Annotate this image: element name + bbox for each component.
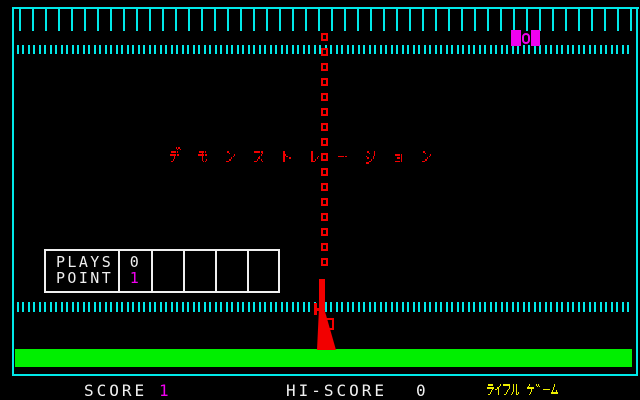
rifle-sight-arm <box>316 308 320 311</box>
ceiling-fringe <box>14 9 636 31</box>
hiscore-label: HI-SCORE <box>286 381 388 400</box>
playfield-border-left <box>12 7 14 376</box>
plays-label: PLAYS <box>56 253 114 271</box>
point-value: 1 <box>129 269 142 287</box>
plays-value: 0 <box>129 253 142 271</box>
playfield-border-right <box>636 7 638 376</box>
score-panel-empty-cell <box>215 251 247 291</box>
score-panel-labels: PLAYS POINT <box>46 251 118 291</box>
score-label: SCORE <box>84 381 148 400</box>
target-right-block <box>530 30 540 46</box>
rifle-sight <box>314 303 317 315</box>
target-left-block <box>511 30 521 46</box>
score-value: 1 <box>159 381 172 400</box>
playfield-border-top <box>12 7 639 9</box>
hiscore-value: 0 <box>416 381 429 400</box>
score-panel-empty-cell <box>183 251 215 291</box>
score-panel-empty-cell <box>247 251 278 291</box>
point-label: POINT <box>56 269 114 287</box>
ground-bar <box>15 349 632 367</box>
rifle-barrel <box>319 279 325 310</box>
score-panel: PLAYS POINT 0 1 <box>44 249 280 293</box>
magenta-target-sprite <box>511 30 541 46</box>
score-panel-values: 0 1 <box>118 251 151 291</box>
target-ring <box>521 32 530 44</box>
playfield-border-bottom <box>12 374 638 376</box>
score-panel-empty-cell <box>151 251 183 291</box>
